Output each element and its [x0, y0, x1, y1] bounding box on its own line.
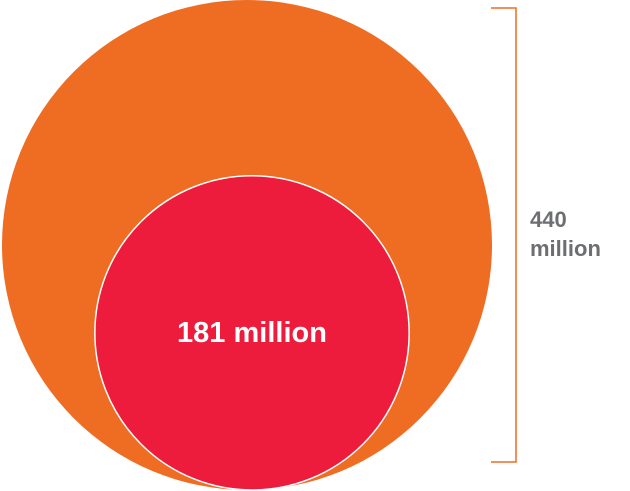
outer-bubble-label: 440 million [530, 205, 625, 263]
outer-bubble-size-bracket [491, 7, 517, 463]
inner-bubble-label: 181 million [177, 317, 327, 349]
outer-bubble-label-value: 440 [530, 207, 567, 232]
outer-bubble-label-unit: million [530, 236, 601, 261]
inner-bubble-181-million [94, 174, 410, 491]
